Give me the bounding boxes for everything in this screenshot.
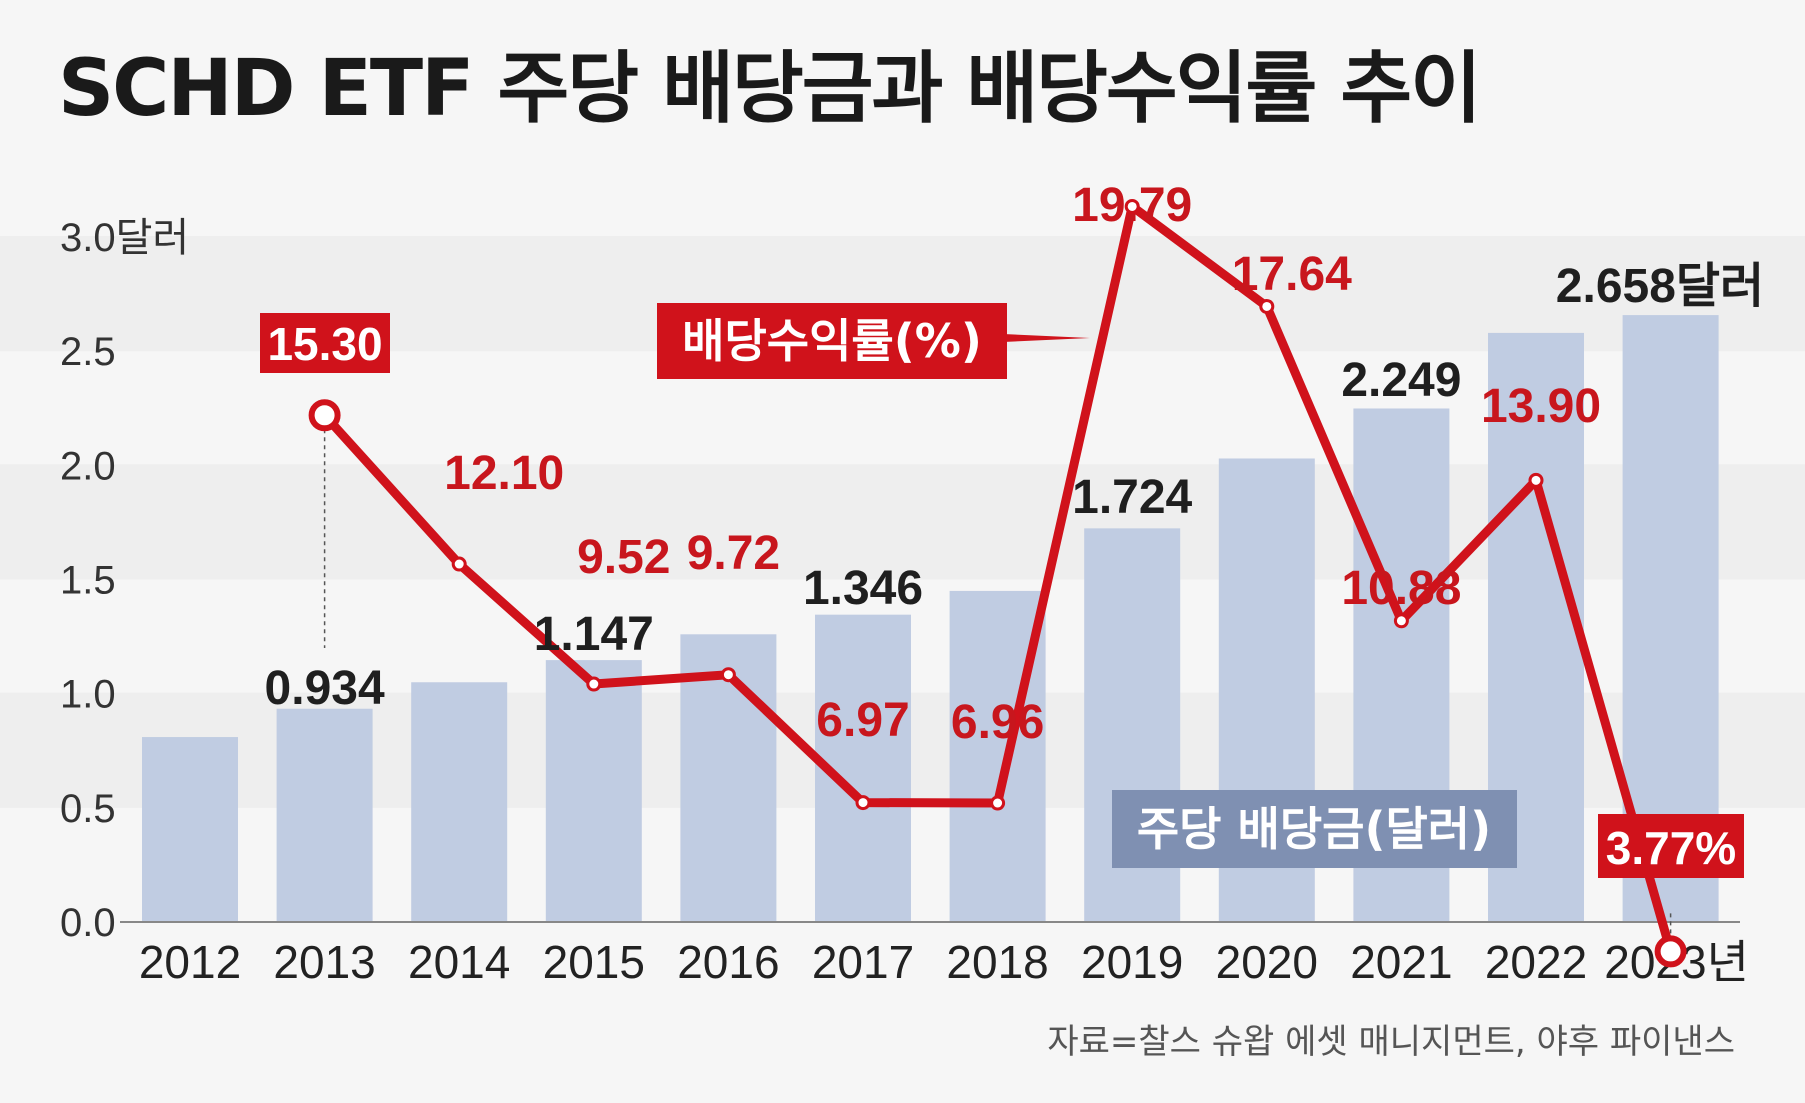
line-point: [1528, 472, 1544, 488]
y-tick-label: 2.5: [60, 330, 116, 374]
line-value-label: 19.79: [1072, 179, 1192, 232]
legend-line-label: 배당수익률(%): [682, 314, 982, 368]
line-point: [990, 795, 1006, 811]
y-tick-label: 0.0: [60, 901, 116, 945]
line-value-box: [1598, 814, 1744, 878]
line-value-label: 17.64: [1232, 248, 1352, 301]
source-note: 자료=찰스 슈왑 에셋 매니지먼트, 야후 파이낸스: [1047, 1022, 1735, 1062]
line-value-label: 9.72: [687, 527, 780, 580]
x-tick-label: 2017: [812, 936, 914, 988]
line-value-box: [260, 313, 390, 373]
x-tick-label: 2019: [1081, 936, 1183, 988]
bar: [142, 737, 238, 922]
legend-line-box: [657, 303, 1007, 379]
line-value-label: 15.30: [267, 318, 382, 370]
line-point: [1259, 298, 1275, 314]
line-point: [451, 556, 467, 572]
x-tick-label: 2016: [677, 936, 779, 988]
bar-value-label: 1.147: [534, 608, 654, 661]
line-point: [1393, 613, 1409, 629]
x-tick-label: 2018: [946, 936, 1048, 988]
y-axis: 0.0 0.5 1.0 1.5 2.0 2.5 3.0달러: [60, 216, 189, 945]
line-value-label: 6.96: [951, 696, 1044, 749]
bar: [411, 682, 508, 922]
bar-value-label: 1.346: [803, 562, 923, 615]
line-value-label: 13.90: [1481, 380, 1601, 433]
bar-value-label: 0.934: [265, 662, 385, 715]
line-point: [308, 399, 341, 432]
y-tick-label: 1.0: [60, 673, 116, 717]
line-value-label: 6.97: [816, 694, 909, 747]
line-point: [720, 667, 736, 683]
bar: [680, 634, 777, 922]
x-tick-label: 2022: [1485, 936, 1587, 988]
bar-value-label: 2.249: [1341, 354, 1461, 407]
line-value-label: 3.77%: [1606, 822, 1736, 874]
y-tick-label: 2.0: [60, 444, 116, 488]
line-value-label: 9.52: [577, 531, 670, 584]
chart-title: SCHD ETF 주당 배당금과 배당수익률 추이: [58, 44, 1480, 134]
line-point: [1654, 935, 1687, 968]
line-value-label: 12.10: [444, 447, 564, 500]
line-point: [1124, 198, 1140, 214]
x-tick-label: 2015: [543, 936, 645, 988]
line-value-label: 10.88: [1341, 562, 1461, 615]
x-tick-label: 2014: [408, 936, 510, 988]
legend-bar-label: 주당 배당금(달러): [1137, 802, 1491, 856]
bar-value-label: 1.724: [1072, 471, 1192, 524]
x-tick-label: 2012: [139, 936, 241, 988]
bar: [545, 660, 642, 922]
line-point: [586, 676, 602, 692]
y-tick-label: 0.5: [60, 787, 116, 831]
line-point: [855, 795, 871, 811]
bar: [276, 708, 373, 922]
y-tick-label: 3.0달러: [60, 216, 189, 260]
data-labels: 0.934 1.147 1.346 1.724 2.249 2.658달러 12.109.5…: [260, 179, 1764, 878]
legend-bar-box: [1112, 790, 1517, 868]
x-tick-label: 2013: [273, 936, 375, 988]
y-tick-label: 1.5: [60, 559, 116, 603]
legend-pointer: [1003, 334, 1090, 342]
line-series: [308, 198, 1687, 968]
legend: 배당수익률(%) 주당 배당금(달러): [657, 303, 1517, 868]
bar-value-label: 2.658달러: [1556, 260, 1764, 313]
x-tick-label: 2021: [1350, 936, 1452, 988]
x-tick-label: 2020: [1216, 936, 1318, 988]
bar-series: [142, 315, 1719, 923]
